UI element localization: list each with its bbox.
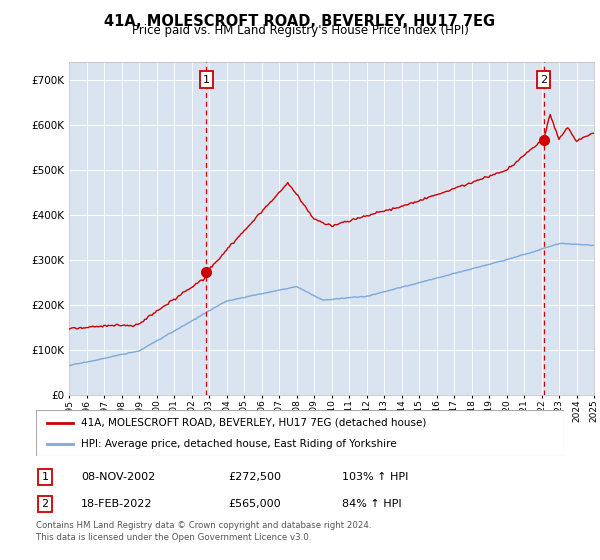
- Text: Price paid vs. HM Land Registry's House Price Index (HPI): Price paid vs. HM Land Registry's House …: [131, 24, 469, 37]
- Text: 2: 2: [41, 499, 49, 509]
- Text: £272,500: £272,500: [228, 472, 281, 482]
- Text: This data is licensed under the Open Government Licence v3.0.: This data is licensed under the Open Gov…: [36, 533, 311, 542]
- Text: 1: 1: [203, 74, 210, 85]
- Text: Contains HM Land Registry data © Crown copyright and database right 2024.: Contains HM Land Registry data © Crown c…: [36, 521, 371, 530]
- Text: 41A, MOLESCROFT ROAD, BEVERLEY, HU17 7EG (detached house): 41A, MOLESCROFT ROAD, BEVERLEY, HU17 7EG…: [81, 418, 426, 428]
- Text: HPI: Average price, detached house, East Riding of Yorkshire: HPI: Average price, detached house, East…: [81, 439, 397, 449]
- Text: 41A, MOLESCROFT ROAD, BEVERLEY, HU17 7EG: 41A, MOLESCROFT ROAD, BEVERLEY, HU17 7EG: [104, 14, 496, 29]
- Text: £565,000: £565,000: [228, 499, 281, 509]
- FancyBboxPatch shape: [36, 410, 564, 456]
- Text: 2: 2: [540, 74, 547, 85]
- Text: 08-NOV-2002: 08-NOV-2002: [81, 472, 155, 482]
- Text: 18-FEB-2022: 18-FEB-2022: [81, 499, 152, 509]
- Text: 84% ↑ HPI: 84% ↑ HPI: [342, 499, 401, 509]
- Text: 103% ↑ HPI: 103% ↑ HPI: [342, 472, 409, 482]
- Text: 1: 1: [41, 472, 49, 482]
